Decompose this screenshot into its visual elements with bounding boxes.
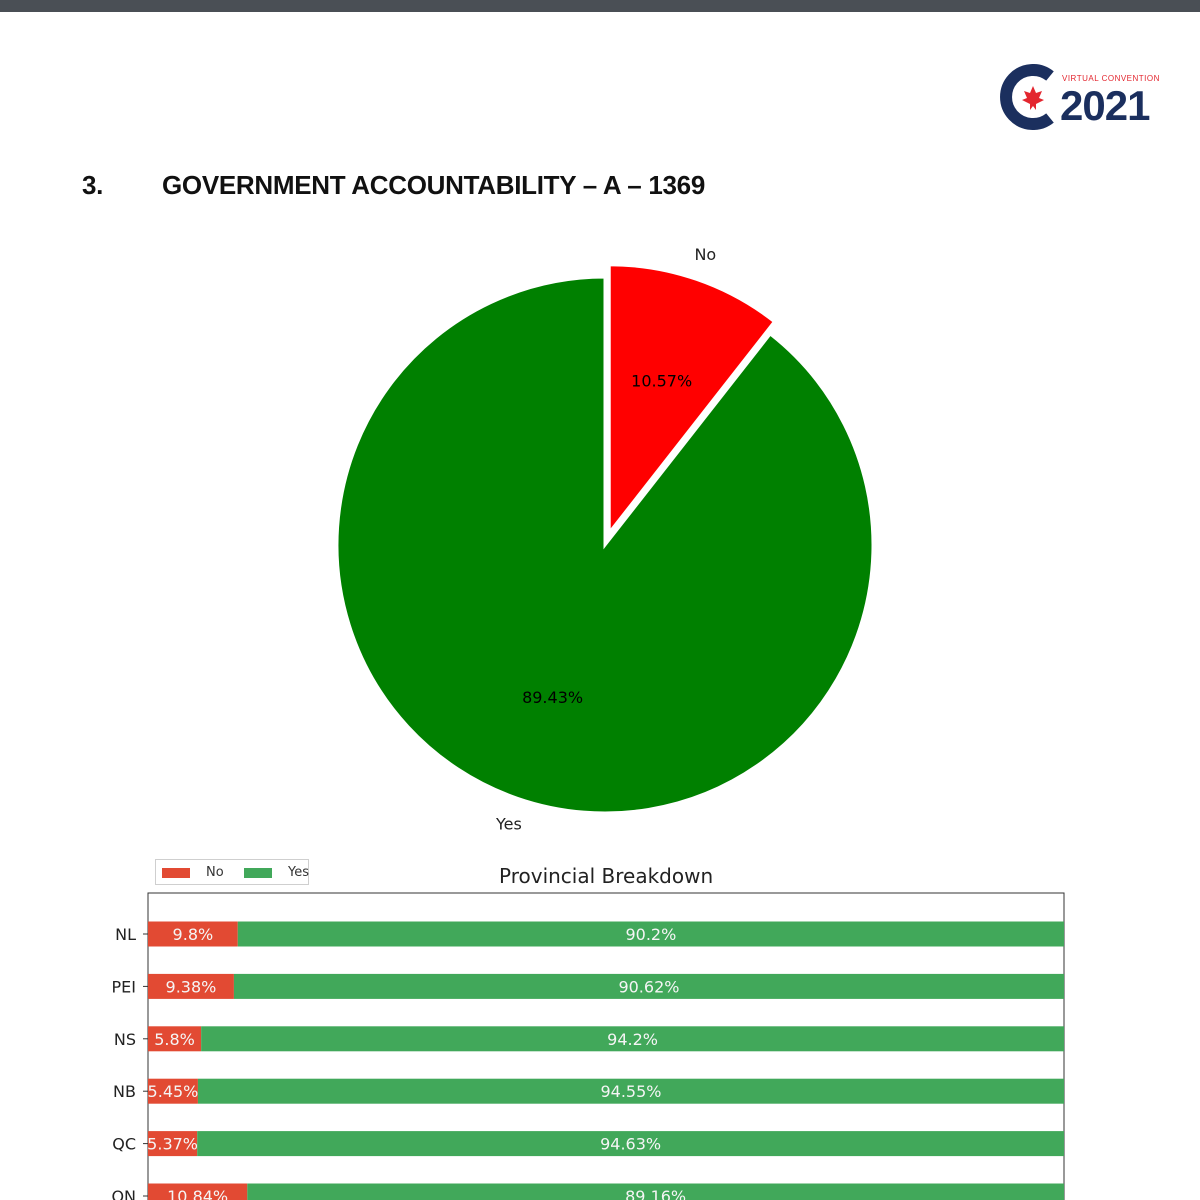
bar-value-label: 94.2% [607,1030,658,1049]
y-tick-label: NS [114,1030,136,1049]
bar-legend: No Yes [155,859,309,885]
bar-value-label: 90.2% [625,925,676,944]
bar-segment-yes [237,921,1064,947]
bar-value-label: 10.84% [167,1187,228,1200]
bar-chart: 9.8% 90.2% NL 9.38% 90.62% PEI 5.8% 94.2% NS 5.45… [111,892,1065,1200]
bar-segment-no [148,1078,198,1104]
maple-leaf-icon [1022,86,1044,110]
pie-category-label: Yes [495,815,522,834]
bar-value-label: 9.8% [173,925,214,944]
pie-slice-yes [335,275,875,815]
bar-value-label: 9.38% [166,977,217,996]
legend-item-no: No [162,865,224,880]
y-tick-label: NB [113,1082,136,1101]
heading-title: GOVERNMENT ACCOUNTABILITY – A – 1369 [162,170,705,200]
heading-number: 3. [82,170,104,200]
pie-chart: 10.57% No 89.43% Yes [335,245,875,834]
bar-segment-yes [247,1183,1064,1200]
pie-value-label: 10.57% [631,372,692,391]
bar-value-label: 5.37% [147,1135,198,1154]
bar-segment-yes [197,1078,1064,1104]
legend-label-no: No [206,865,224,880]
bar-value-label: 90.62% [618,977,679,996]
y-tick-label: PEI [112,977,136,996]
bar-value-label: 5.45% [148,1082,199,1101]
bar-chart-title: Provincial Breakdown [499,864,714,888]
logo-tagline: VIRTUAL CONVENTION [1062,74,1160,83]
y-tick-label: NL [115,925,136,944]
legend-swatch-yes [244,867,272,878]
bar-value-label: 94.55% [600,1082,661,1101]
legend-label-yes: Yes [288,865,309,880]
bar-segment-yes [197,1131,1064,1157]
bar-segment-no [148,973,234,999]
bar-segment-no [148,921,238,947]
bar-value-label: 5.8% [154,1030,195,1049]
y-tick-label: ON [111,1187,136,1200]
viewer-top-bar [0,0,1200,12]
bar-value-label: 89.16% [625,1187,686,1200]
convention-logo: VIRTUAL CONVENTION 2021 [1000,64,1160,130]
logo-year: 2021 [1060,82,1150,129]
legend-swatch-no [162,867,190,878]
pie-category-label: No [694,245,716,264]
bar-segment-yes [233,973,1065,999]
bar-segment-no [148,1026,202,1052]
bar-segment-no [148,1131,198,1157]
pie-slice-no [607,263,777,538]
y-tick-label: QC [112,1135,136,1154]
bar-segment-yes [201,1026,1065,1052]
bar-value-label: 94.63% [600,1135,661,1154]
bar-segment-no [148,1183,248,1200]
pie-value-label: 89.43% [522,688,583,707]
legend-item-yes: Yes [244,865,309,880]
